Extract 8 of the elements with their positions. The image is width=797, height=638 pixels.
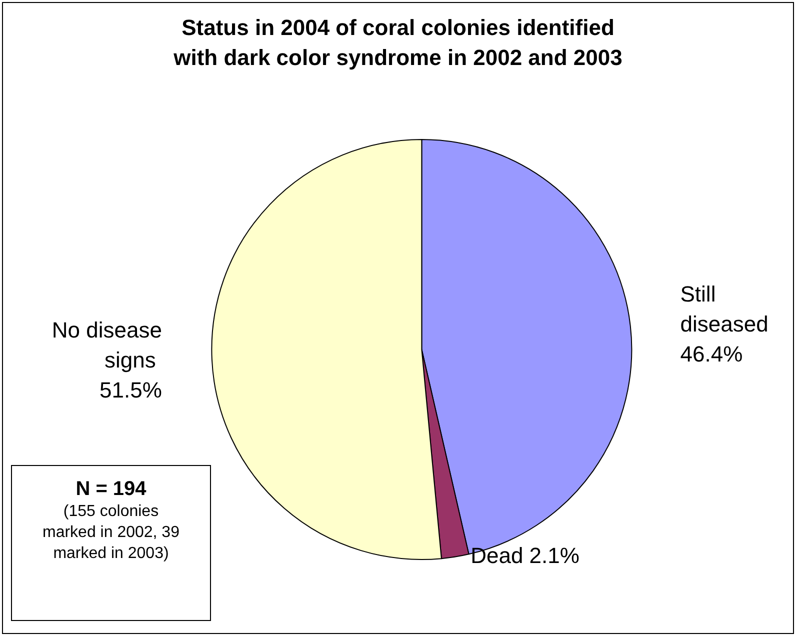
data-label: 46.4% [680, 342, 743, 367]
chart-title: Status in 2004 of coral colonies identified with dark color syndrome in 2002 and 2003 [172, 14, 624, 72]
slice-label: Dead 2.1% [470, 543, 580, 568]
slice-label: Still diseased [680, 282, 774, 337]
slice-label: No disease signs [52, 318, 162, 373]
text: N = 194 [74, 478, 148, 501]
text: (155 colonies marked in 2002, 39 marked in 2003) [42, 502, 180, 564]
data-label: 51.5% [100, 378, 162, 403]
